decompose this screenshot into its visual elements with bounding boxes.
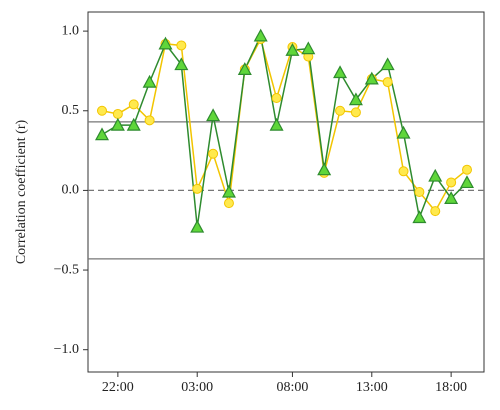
marker (174, 57, 189, 71)
x-tick-label: 22:00 (102, 380, 134, 395)
marker (206, 108, 221, 122)
y-tick-label: −0.5 (54, 262, 79, 277)
marker (446, 177, 457, 188)
marker (208, 148, 219, 159)
marker (192, 183, 203, 194)
marker (301, 41, 316, 55)
series-line (101, 33, 468, 228)
marker (412, 210, 427, 224)
marker (253, 28, 268, 42)
marker (271, 93, 282, 104)
marker (237, 62, 252, 75)
marker (128, 99, 139, 110)
marker (335, 105, 346, 116)
marker (190, 219, 205, 233)
marker (142, 74, 157, 88)
marker (176, 40, 187, 51)
x-tick-label: 18:00 (435, 380, 467, 395)
marker (144, 115, 155, 126)
marker (126, 117, 141, 131)
x-tick-label: 13:00 (356, 380, 388, 395)
marker (382, 77, 393, 88)
marker (221, 184, 236, 198)
marker (364, 71, 379, 85)
marker (110, 117, 125, 131)
marker (112, 108, 123, 119)
y-axis-label: Correlation coefficient (r) (14, 119, 29, 264)
marker (269, 117, 284, 131)
marker (444, 191, 459, 204)
y-tick-label: −1.0 (54, 342, 79, 357)
marker (462, 164, 472, 175)
marker (350, 107, 361, 118)
marker (97, 105, 107, 116)
plot-frame (87, 11, 485, 373)
marker (396, 125, 411, 139)
marker (158, 36, 173, 50)
y-tick-label: 0.5 (62, 103, 80, 118)
marker (333, 65, 348, 79)
marker (430, 206, 441, 217)
marker (380, 57, 395, 71)
marker (398, 166, 409, 177)
y-tick-label: 1.0 (62, 23, 80, 38)
marker (285, 42, 300, 56)
y-tick-label: 0.0 (62, 183, 80, 198)
x-tick-label: 03:00 (181, 380, 213, 395)
x-tick-label: 08:00 (276, 380, 308, 395)
marker (414, 187, 425, 197)
marker (223, 198, 234, 209)
marker (94, 127, 110, 141)
marker (317, 162, 332, 176)
marker (428, 168, 443, 182)
marker (348, 92, 363, 106)
marker (459, 175, 475, 189)
